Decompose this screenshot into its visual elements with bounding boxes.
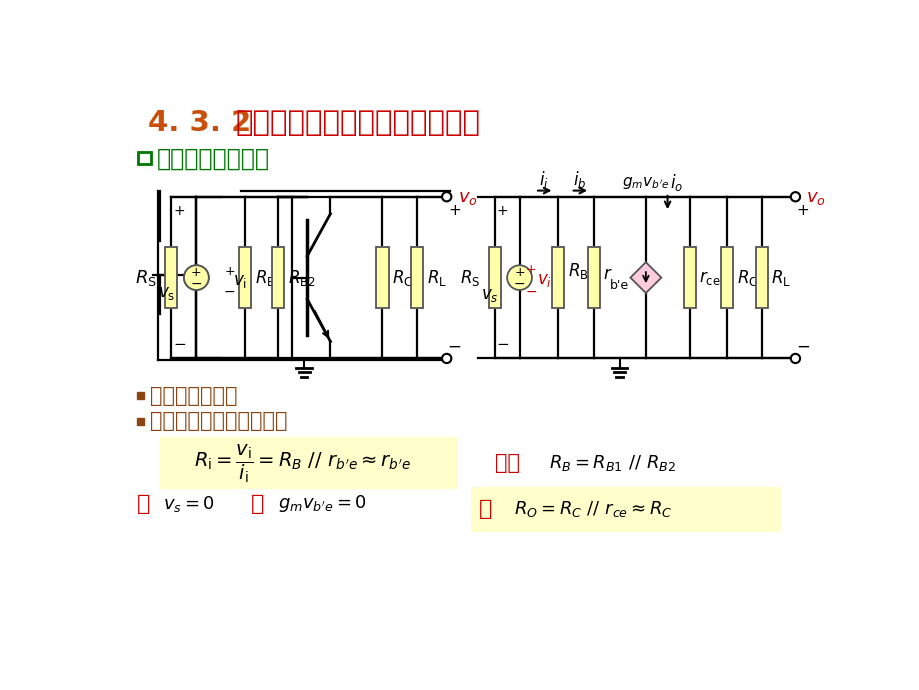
Text: $R_{\rm L}$: $R_{\rm L}$ (426, 268, 446, 288)
Bar (165, 247, 176, 308)
Text: $R_{\rm B1}$: $R_{\rm B1}$ (255, 268, 283, 288)
Text: 则: 则 (250, 494, 264, 514)
Text: $R_{\rm S}$: $R_{\rm S}$ (460, 268, 481, 288)
Circle shape (184, 265, 209, 290)
Bar (587, 247, 599, 308)
Text: +: + (448, 203, 460, 218)
Text: +: + (174, 204, 185, 217)
Bar (137, 393, 143, 400)
Circle shape (790, 354, 800, 363)
Text: $v_s$: $v_s$ (481, 286, 498, 304)
Text: $R_B = R_{B1}\ //\ R_{B2}$: $R_B = R_{B1}\ //\ R_{B2}$ (549, 453, 675, 473)
Polygon shape (630, 262, 661, 293)
Bar (551, 247, 564, 308)
Text: −: − (513, 277, 525, 290)
Text: $i_b$: $i_b$ (573, 169, 586, 190)
Text: −: − (796, 338, 810, 356)
Text: +: + (514, 266, 525, 279)
Text: $R_{\rm C}$: $R_{\rm C}$ (736, 268, 756, 288)
Circle shape (441, 192, 451, 201)
Text: $v_o$: $v_o$ (457, 189, 477, 207)
Bar (239, 247, 251, 308)
Bar (683, 247, 696, 308)
Bar (137, 417, 143, 424)
Text: 其中: 其中 (494, 453, 519, 473)
Text: 故: 故 (479, 500, 492, 520)
Bar (160, 437, 458, 489)
Text: $v_i$: $v_i$ (536, 271, 551, 289)
Circle shape (441, 354, 451, 363)
Bar (271, 247, 284, 308)
Text: $i_o$: $i_o$ (670, 172, 683, 193)
Text: $v_{\rm i}$: $v_{\rm i}$ (233, 273, 246, 290)
Bar (411, 247, 423, 308)
Text: −: − (495, 337, 508, 352)
Text: −: − (223, 284, 235, 299)
Text: $v_o$: $v_o$ (805, 189, 825, 207)
Bar (488, 247, 501, 308)
Text: −: − (447, 338, 461, 356)
Text: $v_s = 0$: $v_s = 0$ (163, 494, 215, 514)
Text: −: − (190, 277, 202, 290)
Circle shape (506, 265, 531, 290)
Bar (376, 247, 388, 308)
Text: 4. 3. 2: 4. 3. 2 (147, 109, 271, 137)
Text: +: + (191, 266, 201, 279)
Text: $g_m v_{b'e}$: $g_m v_{b'e}$ (621, 175, 669, 191)
Text: $R_{\rm S}$: $R_{\rm S}$ (135, 268, 156, 288)
Text: $R_{\rm L}$: $R_{\rm L}$ (771, 268, 790, 288)
Text: $R_{\rm C}$: $R_{\rm C}$ (391, 268, 413, 288)
Bar (720, 247, 732, 308)
Bar (138, 152, 151, 164)
Text: +: + (796, 203, 809, 218)
Text: $R_O = R_C\ //\ r_{ce} \approx R_C$: $R_O = R_C\ //\ r_{ce} \approx R_C$ (514, 500, 672, 520)
Bar (755, 247, 767, 308)
Circle shape (184, 265, 209, 290)
Text: +: + (224, 265, 234, 278)
Text: $R_{\rm B2}$: $R_{\rm B2}$ (288, 268, 315, 288)
Text: +: + (526, 264, 536, 277)
Text: 共发、共基和共集放大器的性能: 共发、共基和共集放大器的性能 (235, 109, 480, 137)
Text: $i_i$: $i_i$ (539, 169, 549, 190)
Text: 共发电路性能分析: 共发电路性能分析 (156, 146, 269, 170)
Text: $r_{\rm ce}$: $r_{\rm ce}$ (698, 268, 720, 286)
Text: +: + (496, 204, 508, 217)
Text: 画微变等效电路: 画微变等效电路 (150, 386, 237, 406)
Text: $g_m v_{b'e} = 0$: $g_m v_{b'e} = 0$ (278, 493, 367, 515)
Text: $v_{\rm s}$: $v_{\rm s}$ (158, 284, 176, 302)
Text: b'e: b'e (609, 279, 629, 292)
Text: $R_{\rm i} = \dfrac{v_{\rm i}}{i_{\rm i}} = R_B\ //\ r_{b'e} \approx r_{b'e}$: $R_{\rm i} = \dfrac{v_{\rm i}}{i_{\rm i}… (194, 442, 412, 484)
Text: −: − (173, 337, 186, 352)
Text: 分析电路输入、输出电阵: 分析电路输入、输出电阵 (150, 411, 287, 431)
Bar (471, 487, 780, 532)
Circle shape (790, 192, 800, 201)
Text: 令: 令 (137, 494, 150, 514)
Text: $R_{\rm B}$: $R_{\rm B}$ (568, 262, 588, 282)
Text: −: − (525, 284, 537, 299)
Text: $r$: $r$ (603, 265, 612, 283)
